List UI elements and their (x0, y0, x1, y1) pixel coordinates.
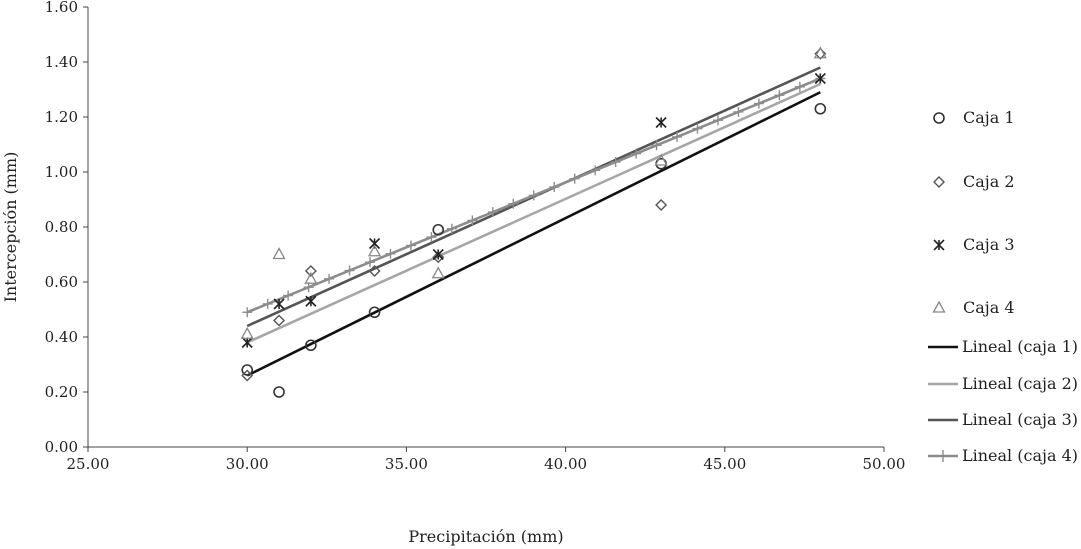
legend-marker-caja-4 (932, 300, 946, 313)
trendline-caja-4-marker (692, 123, 703, 134)
point-caja-2 (304, 265, 317, 277)
x-tick-label: 40.00 (544, 455, 587, 473)
x-tick-label: 30.00 (226, 455, 269, 473)
point-caja-4 (813, 46, 827, 59)
point-caja-2 (655, 199, 668, 211)
x-tick-label: 45.00 (703, 455, 746, 473)
trendline-caja-2 (246, 82, 821, 344)
trendline-caja-4-marker (753, 98, 764, 109)
point-caja-2 (814, 47, 827, 60)
y-ticks: 0.00 0.20 0.40 0.60 0.80 1.00 1.20 1.40 1.60 (45, 0, 88, 456)
point-caja-1 (814, 102, 827, 115)
legend-plus-marker (937, 450, 949, 462)
trendline-caja-4-marker (385, 248, 396, 259)
trendline-caja-4-marker (262, 298, 273, 309)
x-tick-label: 25.00 (67, 455, 110, 473)
trendline-caja-4-marker (712, 115, 723, 126)
point-caja-4 (654, 153, 668, 166)
trendline-caja-4-marker (528, 190, 539, 201)
y-axis-title: Intercepción (mm) (1, 152, 20, 303)
trendline-caja-4-marker (344, 265, 355, 276)
y-tick-label: 0.20 (45, 383, 78, 401)
legend-label-lineal-caja-1: Lineal (caja 1) (962, 337, 1078, 356)
trendline-caja-4-marker (569, 173, 580, 184)
y-tick-label: 1.20 (45, 108, 78, 126)
trendline-caja-4-marker (672, 131, 683, 142)
point-caja-2 (241, 369, 254, 382)
x-tick-label: 35.00 (385, 455, 428, 473)
trendline-caja-4-marker (365, 257, 376, 268)
y-tick-label: 0.60 (45, 273, 78, 291)
trendline-caja-4-marker (405, 240, 416, 251)
point-caja-1 (241, 364, 253, 376)
trendline-caja-4-marker (467, 215, 478, 226)
trendline-caja-4-marker (631, 148, 642, 159)
legend-label-lineal-caja-4: Lineal (caja 4) (962, 446, 1078, 465)
legend: Caja 1 Caja 2 Caja 3 Caja 4 Lineal (caja 1) L… (928, 108, 1078, 465)
trendline-caja-4-marker (324, 273, 335, 284)
legend-label-lineal-caja-2: Lineal (caja 2) (962, 374, 1078, 393)
trendline-caja-4-marker (508, 198, 519, 209)
x-ticks: 25.00 30.00 35.00 40.00 45.00 50.00 (67, 447, 906, 473)
legend-label-caja-1: Caja 1 (963, 108, 1015, 127)
point-caja-3 (655, 116, 667, 129)
legend-marker-caja-1 (933, 112, 945, 124)
x-axis-title: Precipitación (mm) (408, 527, 563, 546)
y-tick-label: 0.80 (45, 218, 78, 236)
legend-label-caja-4: Caja 4 (963, 298, 1015, 317)
point-caja-3 (814, 72, 826, 85)
point-caja-2 (368, 265, 381, 277)
point-caja-3 (273, 298, 285, 310)
trendline-caja-4-marker (283, 290, 294, 301)
point-caja-1 (273, 386, 285, 398)
trendline-caja-4-marker (733, 106, 744, 117)
y-tick-label: 1.40 (45, 53, 78, 71)
trendlines (242, 66, 826, 377)
trendline-caja-4-marker (794, 81, 805, 92)
trendline-caja-4-marker (610, 156, 621, 167)
trendline-caja-4-marker (426, 232, 437, 243)
point-caja-4 (240, 326, 254, 339)
point-caja-4 (431, 266, 445, 279)
legend-label-caja-2: Caja 2 (963, 172, 1015, 191)
y-tick-label: 1.00 (45, 163, 78, 181)
trendline-caja-1 (246, 91, 821, 377)
point-caja-2 (273, 314, 286, 327)
point-caja-4 (304, 271, 318, 284)
y-tick-label: 0.00 (45, 438, 78, 456)
point-caja-3 (241, 336, 253, 349)
point-caja-2 (432, 251, 445, 264)
trendline-caja-4-marker (549, 182, 560, 193)
point-caja-4 (272, 247, 286, 260)
trendline-caja-4-marker (774, 90, 785, 101)
axes (87, 7, 884, 448)
point-caja-4 (367, 244, 382, 257)
data-points (240, 46, 827, 398)
legend-label-caja-3: Caja 3 (963, 235, 1015, 254)
legend-label-lineal-caja-3: Lineal (caja 3) (962, 410, 1078, 429)
y-tick-label: 0.40 (45, 328, 78, 346)
legend-marker-caja-3 (933, 239, 945, 251)
point-caja-1 (368, 306, 381, 319)
x-tick-label: 50.00 (863, 455, 906, 473)
trendline-caja-4-marker (242, 307, 253, 318)
point-caja-1 (432, 223, 445, 236)
trendline-caja-4-marker (651, 140, 662, 151)
trendline-caja-4-marker (590, 165, 601, 176)
point-caja-3 (305, 295, 317, 307)
trendline-caja-4-marker (487, 207, 498, 218)
trendline-caja-4-marker (446, 223, 457, 234)
legend-marker-caja-2 (933, 176, 945, 188)
point-caja-3 (432, 248, 444, 261)
point-caja-1 (305, 339, 317, 352)
y-tick-label: 1.60 (45, 0, 78, 16)
